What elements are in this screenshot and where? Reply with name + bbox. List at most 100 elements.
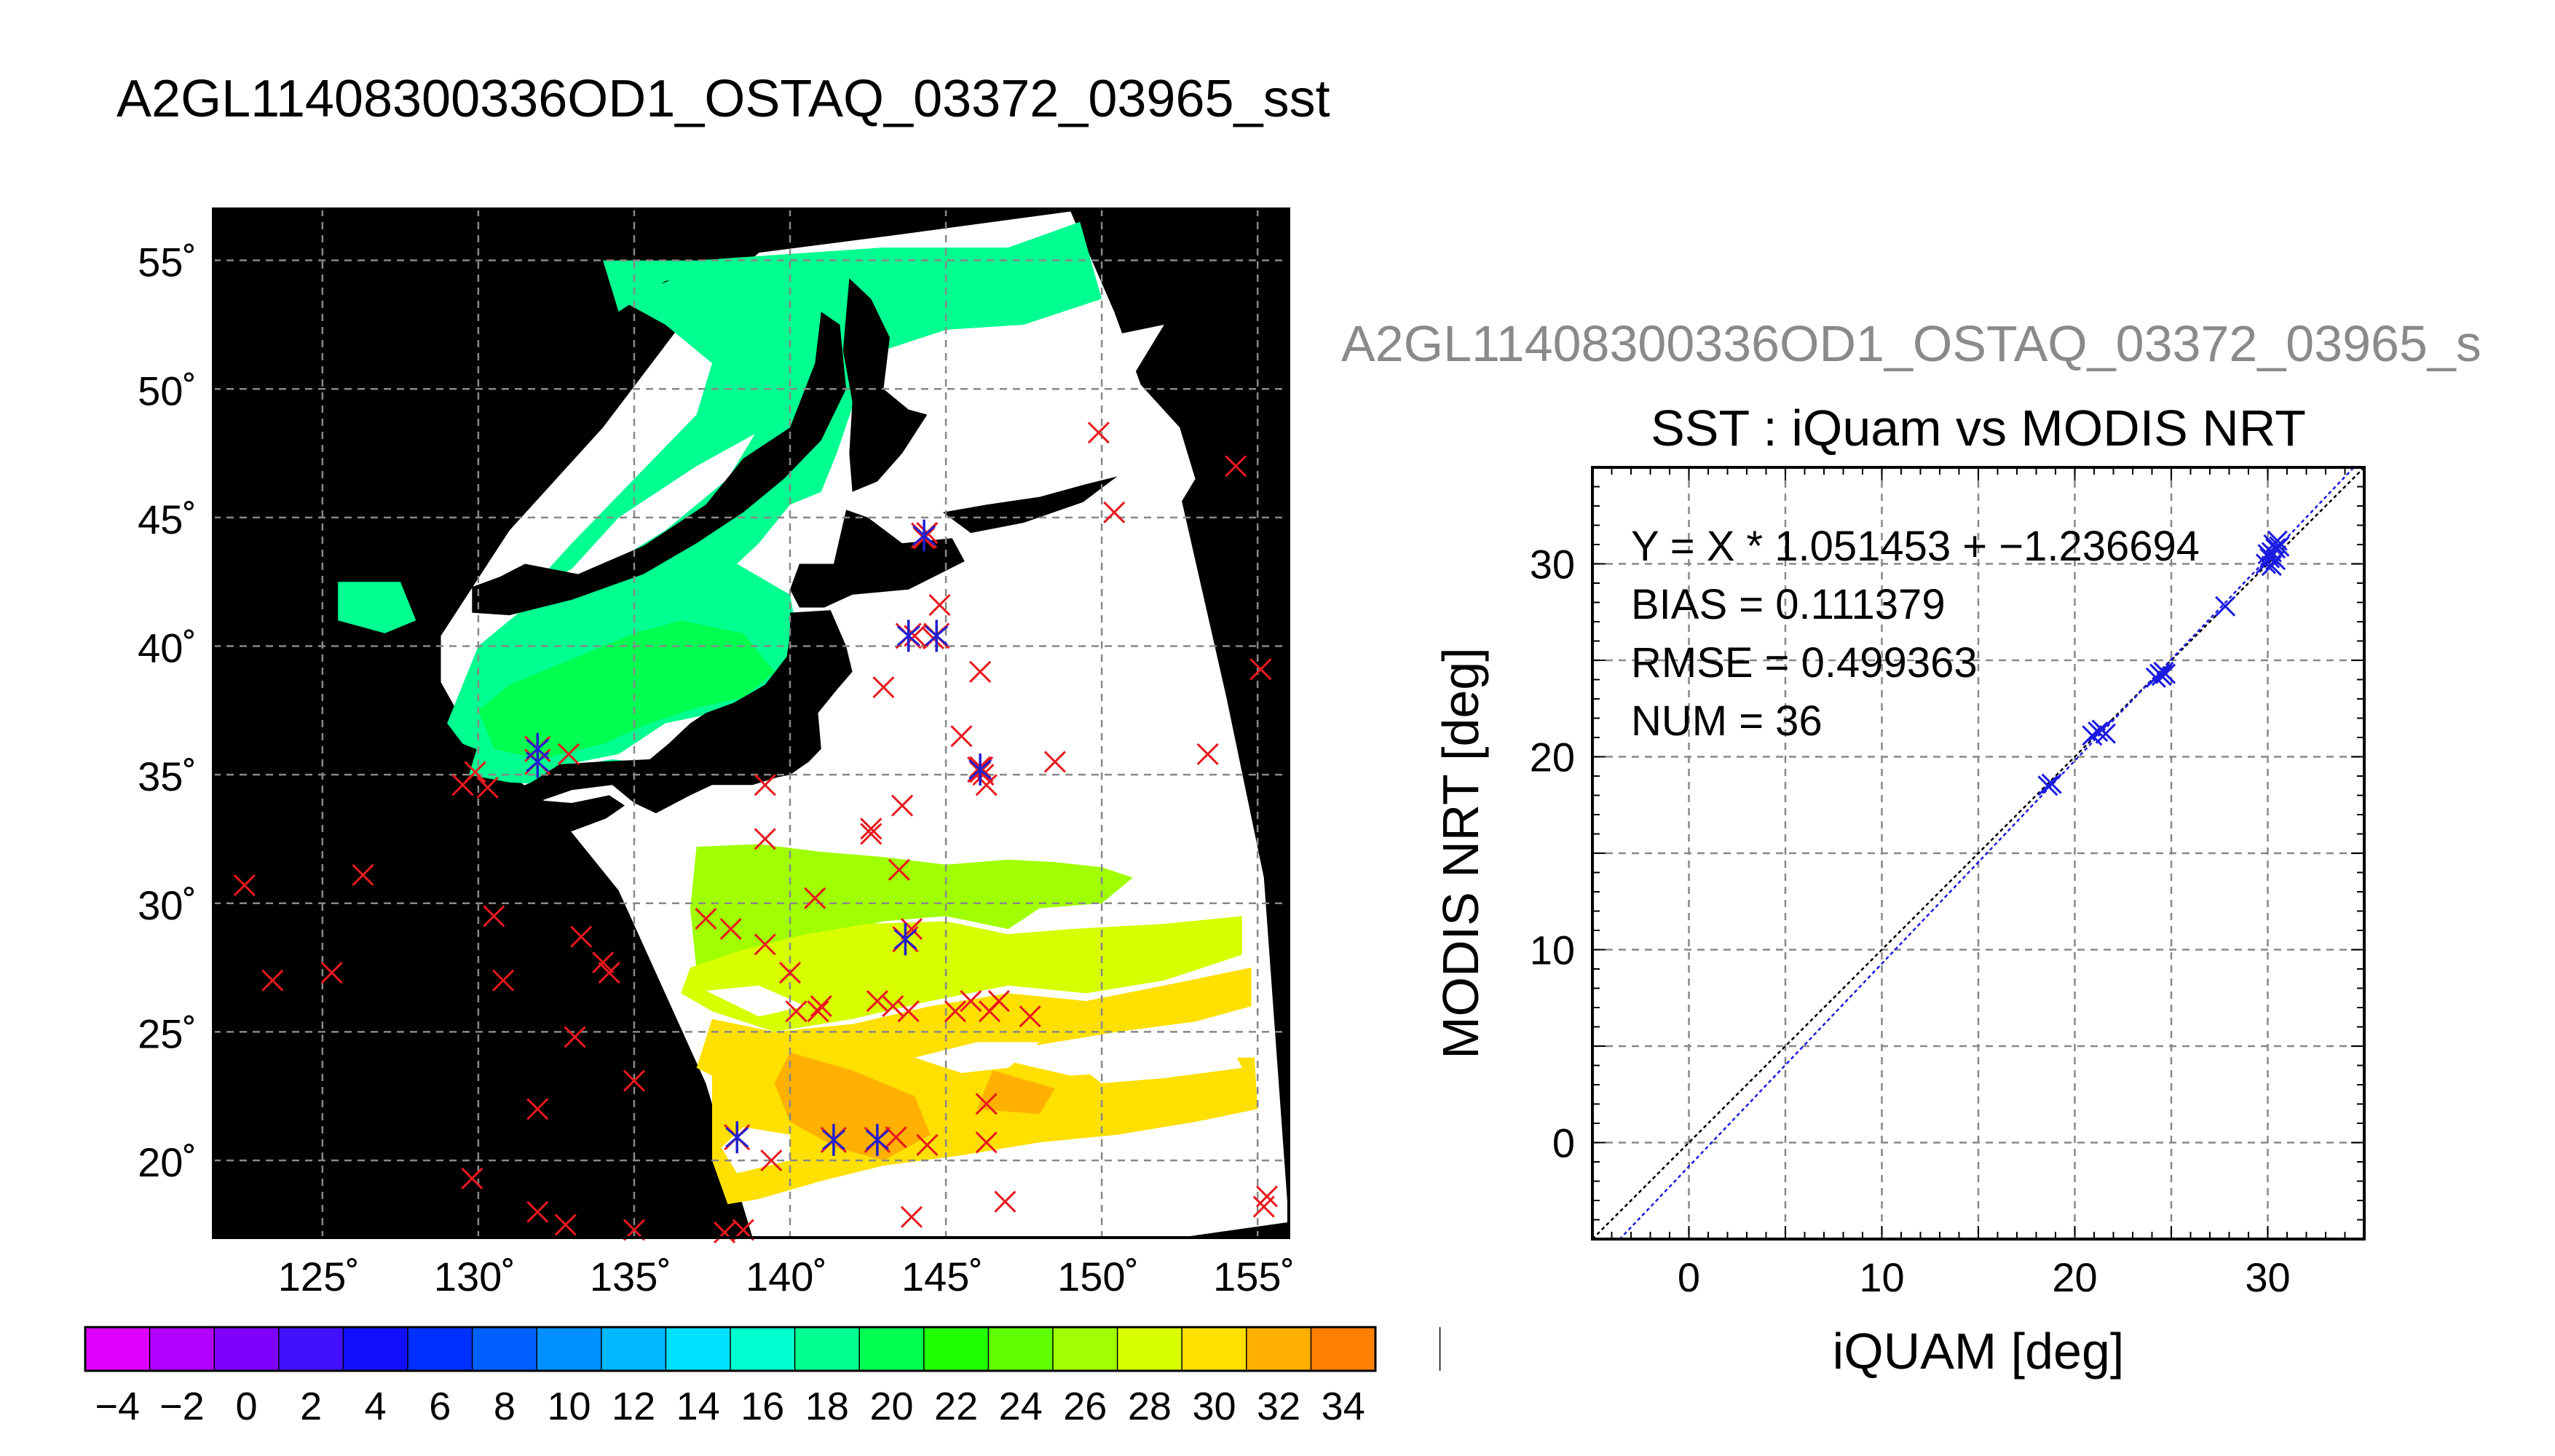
scatter-stats: Y = X * 1.051453 + −1.236694 BIAS = 0.111…	[1631, 523, 2200, 745]
colorbar-frame	[84, 1326, 1377, 1372]
map-markers	[233, 422, 1279, 1243]
scatter-minor-ticks	[1592, 467, 2365, 1240]
scatter-points	[2037, 530, 2290, 796]
buoy-marker-stroke-b	[1225, 455, 1247, 478]
buoy-marker-stroke-b	[1255, 1185, 1279, 1208]
buoy-marker-stroke-b	[233, 874, 256, 897]
lon-tick-label: 125˚	[278, 1254, 360, 1299]
sst-region-2	[478, 620, 775, 759]
colorbar-cell	[408, 1327, 473, 1371]
buoy-marker	[885, 1126, 907, 1149]
sst-region-6	[759, 890, 947, 917]
buoy-marker	[994, 1190, 1016, 1213]
scatter-y-tick-labels: 0 10 20 30	[1530, 542, 1575, 1166]
buoy-marker-stroke-b	[969, 660, 992, 683]
buoy-marker	[592, 951, 615, 974]
colorbar-cells	[84, 1327, 1441, 1371]
scatter-ylabel: MODIS NRT [deg]	[1432, 647, 1489, 1059]
buoy-marker	[897, 1000, 920, 1023]
buoy-marker-stroke-b	[950, 725, 973, 748]
buoy-marker-stroke-b	[570, 925, 593, 948]
buoy-marker-stroke-b	[719, 918, 742, 941]
buoy-marker	[320, 962, 343, 984]
lat-tick-label: 30˚	[138, 882, 197, 928]
buoy-marker-stroke-b	[807, 1000, 829, 1023]
map-panel: 55˚ 50˚ 45˚ 40˚ 35˚ 30˚ 25˚ 20˚ 125˚ 130˚ 135˚ 140…	[138, 207, 1295, 1299]
buoy-marker-stroke-b	[695, 907, 717, 930]
colorbar-tick-label: 26	[1063, 1385, 1107, 1428]
scatter-lines	[1592, 467, 2364, 1239]
match-marker	[524, 732, 551, 765]
buoy-marker	[476, 776, 499, 799]
scatter-panel: SST : iQuam vs MODIS NRT 0 10 20 30 0 10 20 30…	[1432, 400, 2366, 1380]
land-mass-0	[472, 312, 847, 616]
buoy-marker	[261, 969, 284, 992]
match-marker	[820, 1123, 848, 1156]
match-marker	[967, 753, 994, 786]
buoy-marker-stroke-b	[714, 1221, 736, 1243]
match-marker	[892, 923, 919, 956]
colorbar-tick-label: 4	[365, 1385, 387, 1428]
buoy-marker	[714, 1221, 736, 1243]
buoy-marker	[860, 818, 882, 840]
scatter-point	[2261, 555, 2282, 577]
map-frame	[212, 207, 1290, 1239]
lon-tick-label: 145˚	[901, 1254, 983, 1299]
buoy-marker-stroke-b	[900, 1206, 923, 1228]
colorbar-tick-label: 32	[1257, 1385, 1300, 1428]
buoy-marker-stroke-b	[891, 794, 914, 817]
buoy-marker	[233, 874, 256, 897]
buoy-marker	[987, 989, 1010, 1013]
colorbar-tick-label: −4	[95, 1385, 141, 1428]
buoy-marker	[570, 925, 593, 948]
lat-tick-label: 20˚	[138, 1139, 197, 1185]
land-mass-6	[942, 476, 1118, 534]
buoy-marker	[900, 1206, 923, 1228]
buoy-marker	[483, 905, 505, 927]
colorbar-tick-label: 2	[300, 1385, 322, 1428]
scatter-point	[2215, 596, 2236, 617]
match-marker	[864, 1123, 891, 1156]
buoy-marker-stroke-b	[554, 1214, 577, 1236]
match-marker-d2	[821, 1129, 845, 1150]
colorbar-cell	[1182, 1327, 1247, 1371]
buoy-marker-stroke-b	[754, 774, 776, 796]
buoy-marker-stroke-b	[461, 1167, 483, 1190]
buoy-marker-stroke-b	[754, 828, 776, 850]
buoy-marker	[960, 989, 982, 1013]
match-marker	[895, 620, 922, 652]
buoy-marker-stroke-b	[623, 1069, 646, 1092]
scatter-x-tick-label: 10	[1859, 1254, 1904, 1300]
buoy-marker	[950, 725, 973, 748]
buoy-marker-stroke-b	[1249, 658, 1272, 681]
cloud-region-0	[899, 325, 1196, 531]
lon-tick-label: 135˚	[590, 1254, 671, 1299]
buoy-marker-stroke-b	[592, 951, 615, 974]
colorbar-cell	[859, 1327, 925, 1371]
scatter-grid	[1592, 467, 2364, 1239]
lon-tick-label: 155˚	[1213, 1254, 1295, 1299]
buoy-marker-stroke-b	[975, 1131, 998, 1154]
buoy-marker-stroke-b	[972, 764, 995, 786]
scatter-point-stroke-b	[2269, 536, 2290, 557]
buoy-marker	[804, 887, 826, 909]
match-marker-d2	[925, 625, 949, 646]
buoy-marker	[888, 858, 910, 881]
buoy-marker-stroke-b	[557, 743, 580, 765]
buoy-marker	[872, 676, 895, 699]
buoy-marker-stroke-b	[916, 1133, 939, 1156]
land-mass-1	[842, 278, 928, 492]
buoy-marker-stroke-b	[785, 1000, 807, 1023]
buoy-marker	[860, 823, 882, 845]
buoy-marker-stroke-b	[975, 1093, 998, 1115]
buoy-marker-stroke-b	[928, 593, 951, 617]
buoy-marker-stroke-b	[1019, 1005, 1041, 1028]
buoy-marker	[754, 933, 776, 956]
scatter-point	[2267, 530, 2288, 551]
buoy-marker-stroke-b	[464, 761, 486, 783]
colorbar-cell	[666, 1327, 731, 1371]
buoy-marker-stroke-b	[754, 933, 776, 956]
scatter-y-tick-label: 10	[1530, 927, 1575, 973]
cloud-region-2	[706, 985, 806, 1017]
